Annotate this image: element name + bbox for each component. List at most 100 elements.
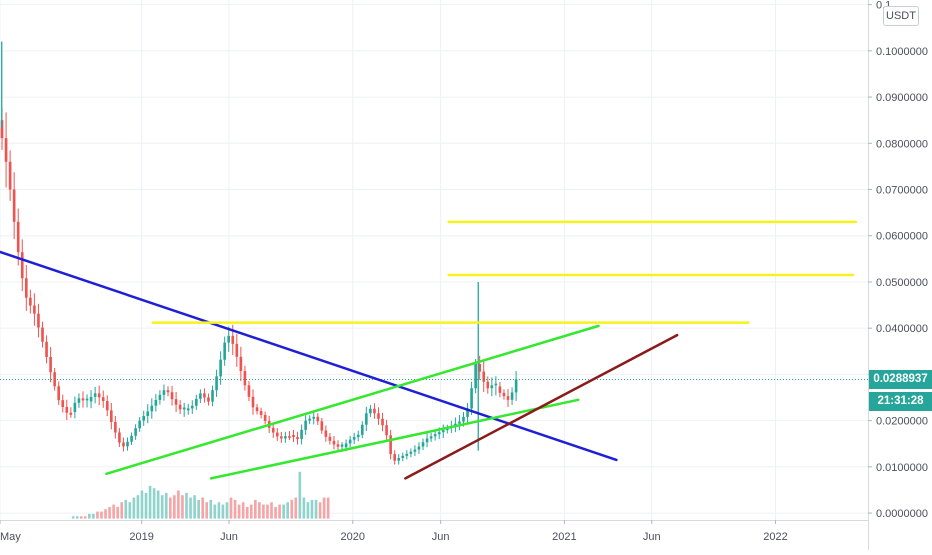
candle-body [33, 305, 36, 314]
candle-body [360, 424, 364, 435]
last-price-label: 0.0288937 [869, 370, 932, 389]
y-axis-panel [868, 0, 932, 550]
candle-body [97, 393, 101, 398]
candle-body [304, 420, 307, 430]
candle-body [494, 383, 498, 386]
candle-body [243, 371, 247, 386]
candle-body [251, 396, 255, 408]
candle-body [110, 410, 113, 422]
candle-body [231, 335, 235, 344]
volume-bar [298, 471, 302, 519]
candle-body [65, 407, 69, 413]
x-tick-label: 2019 [129, 531, 153, 543]
volume-bar [233, 499, 237, 519]
candle-body [166, 390, 170, 393]
volume-bar [241, 502, 245, 519]
volume-bar [108, 506, 111, 519]
x-tick-label: 2020 [341, 531, 365, 543]
candle-body [105, 401, 109, 411]
volume-bar [318, 502, 322, 519]
candle-body [239, 356, 243, 372]
candle-body [389, 435, 392, 455]
volume-bar [278, 504, 281, 519]
candle-body [454, 423, 457, 426]
volume-bar [152, 488, 156, 519]
volume-bar [104, 509, 107, 519]
volume-bar [71, 516, 75, 519]
volume-bar [173, 495, 176, 519]
candle-body [12, 189, 16, 222]
candle-body [271, 427, 275, 433]
candle-body [280, 436, 283, 439]
x-tick-label: Jun [643, 531, 661, 543]
volume-bar [253, 499, 257, 519]
volume-bar [128, 502, 132, 519]
candle-body [421, 442, 425, 447]
currency-badge[interactable]: USDT [883, 6, 919, 26]
volume-bar [294, 497, 298, 519]
candle-body [429, 436, 433, 439]
candle-body [356, 434, 360, 438]
volume-bar [160, 495, 164, 519]
x-tick-label: Jun [432, 531, 450, 543]
volume-bar [164, 492, 168, 519]
candle-body [514, 379, 518, 393]
candle-body [203, 393, 206, 398]
y-tick-label: 0.1 [876, 0, 891, 12]
candle-body [462, 416, 465, 422]
volume-bar [326, 497, 330, 519]
candle-body [4, 138, 8, 162]
volume-bar [270, 502, 273, 519]
volume-bar [237, 504, 241, 519]
x-tick-label: 2022 [763, 531, 787, 543]
x-tick-label: 2021 [552, 531, 576, 543]
candle-body [413, 449, 417, 452]
candle-body [482, 371, 486, 382]
candle-body [85, 398, 89, 401]
volume-bar [156, 490, 160, 519]
volume-bar [197, 499, 200, 519]
volume-bar [205, 502, 209, 519]
candle-body [207, 397, 210, 402]
drawn-trendlines[interactable] [0, 220, 858, 480]
candle-body [292, 435, 295, 438]
candle-body [506, 396, 510, 400]
volume-bar [120, 502, 124, 519]
candle-body [101, 397, 105, 402]
y-tick-label: 0.1000000 [876, 46, 928, 58]
volume-bar [314, 499, 318, 519]
candle-body [154, 399, 158, 406]
y-tick-label: 0.0400000 [876, 323, 928, 335]
candle-body [142, 416, 146, 421]
volume-bar [168, 497, 172, 519]
candle-body [466, 408, 469, 417]
candle-body [348, 439, 352, 444]
candle-body [73, 402, 77, 413]
candle-body [49, 356, 52, 373]
volume-bar [217, 502, 221, 519]
candle-body [219, 359, 222, 377]
candle-body [0, 120, 4, 139]
candle-body [178, 404, 182, 410]
candle-body [190, 405, 194, 409]
candle-body [498, 386, 502, 393]
candle-body [57, 386, 61, 401]
volume-bar [221, 504, 225, 519]
volume-bar [136, 495, 140, 519]
candle-body [126, 441, 129, 447]
volume-bar [100, 511, 103, 519]
candle-body [138, 420, 141, 429]
volume-bar [310, 499, 314, 519]
candle-body [118, 432, 121, 443]
lower-ascending-channel [209, 398, 580, 480]
candle-body [81, 398, 85, 401]
volume-bar [83, 516, 87, 519]
candle-body [37, 313, 40, 328]
volume-bar [213, 504, 217, 519]
candle-body [328, 436, 332, 441]
descending-trendline [0, 250, 618, 462]
candle-body [45, 341, 48, 357]
y-tick-label: 0.0900000 [876, 92, 928, 104]
